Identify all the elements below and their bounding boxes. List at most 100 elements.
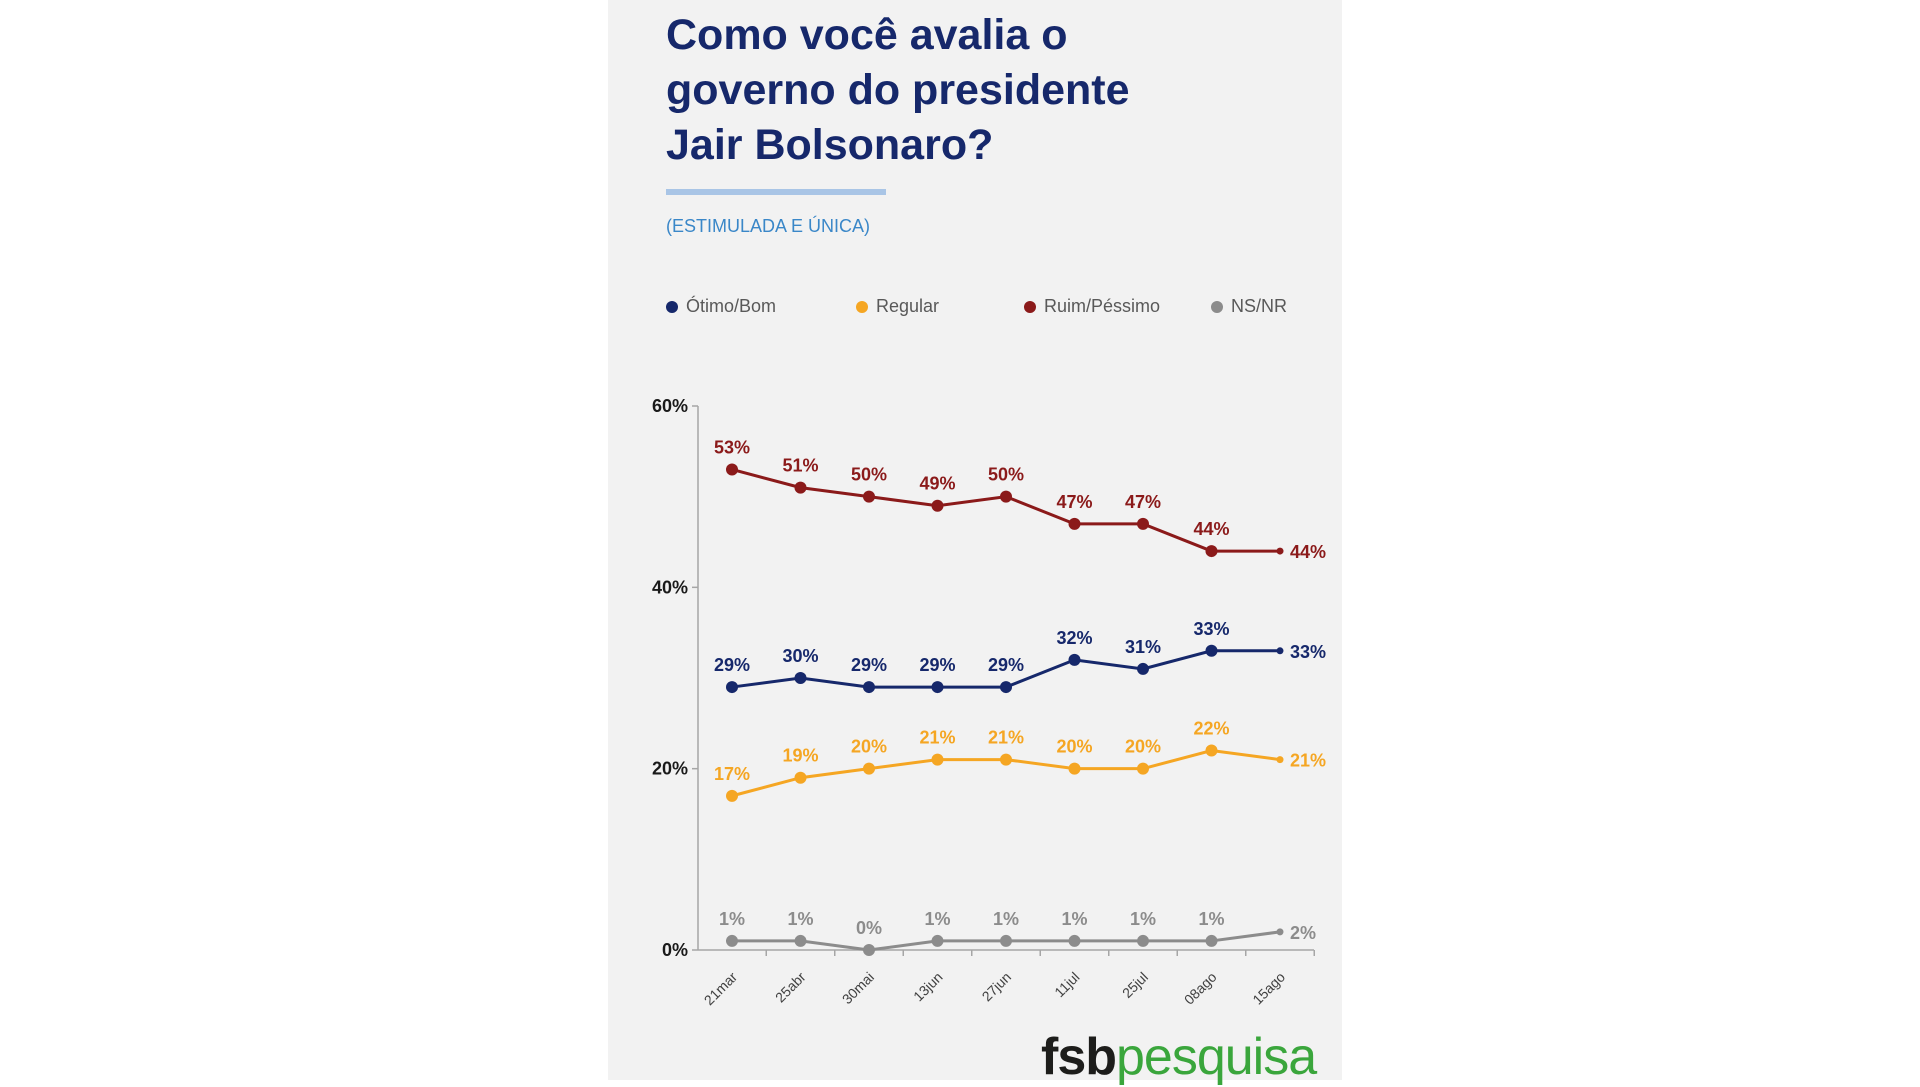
data-label: 29% — [714, 655, 750, 675]
data-label: 50% — [988, 465, 1024, 485]
data-label: 19% — [782, 746, 818, 766]
legend-item-otimo-bom: Ótimo/Bom — [666, 296, 776, 317]
data-point — [1205, 744, 1218, 757]
data-point — [1000, 753, 1012, 766]
data-point — [863, 944, 875, 956]
y-tick-label: 0% — [662, 940, 688, 960]
data-point — [1068, 934, 1081, 947]
data-point — [863, 762, 875, 775]
data-point — [931, 934, 944, 947]
data-point — [794, 771, 807, 784]
y-tick-label: 60% — [652, 396, 688, 416]
legend-label-regular: Regular — [876, 296, 940, 316]
line-chart: 0% 20% 40% 60% 21mar 25abr 30mai 13jun 27jun 11ju… — [652, 396, 1326, 1009]
data-label: 1% — [1198, 909, 1224, 929]
data-label: 47% — [1125, 492, 1161, 512]
x-tick-label: 08ago — [1181, 969, 1220, 1008]
legend-dot-regular — [856, 300, 868, 313]
y-tick-label: 20% — [652, 759, 688, 779]
data-point — [1000, 681, 1012, 694]
x-tick-label: 13jun — [910, 969, 946, 1005]
data-label: 29% — [919, 655, 955, 675]
legend-label-ns-nr: NS/NR — [1231, 296, 1288, 316]
legend-label-ruim-pessimo: Ruim/Péssimo — [1044, 296, 1161, 316]
data-label: 1% — [993, 909, 1019, 929]
data-label: 44% — [1193, 519, 1229, 539]
data-label: 21% — [1290, 751, 1326, 771]
data-label: 33% — [1193, 619, 1229, 639]
data-label: 53% — [714, 437, 750, 457]
data-point — [794, 481, 807, 494]
data-point — [726, 463, 738, 476]
data-label: 1% — [1130, 909, 1156, 929]
y-tick-label: 40% — [652, 577, 688, 597]
data-point — [863, 490, 875, 503]
x-tick-label: 25jul — [1119, 969, 1151, 1001]
data-point — [931, 499, 944, 512]
data-label: 31% — [1125, 637, 1161, 657]
x-tick-label: 11jul — [1051, 969, 1082, 1000]
data-label: 21% — [988, 728, 1024, 748]
data-point — [1137, 662, 1149, 675]
data-point — [1137, 934, 1149, 947]
data-label: 33% — [1290, 642, 1326, 662]
data-label: 44% — [1290, 542, 1326, 562]
data-label: 22% — [1193, 719, 1229, 739]
data-point — [1000, 490, 1012, 503]
data-point — [794, 934, 807, 947]
data-label: 29% — [851, 655, 887, 675]
legend-label-otimo-bom: Ótimo/Bom — [686, 296, 777, 316]
title-line-1: Como você avalia o — [666, 11, 1068, 59]
data-label: 32% — [1056, 628, 1092, 648]
legend-dot-otimo-bom — [666, 300, 678, 313]
data-label: 50% — [851, 465, 887, 485]
x-tick-label: 25abr — [772, 969, 809, 1006]
title-underline — [666, 189, 886, 195]
data-point — [863, 681, 875, 694]
chart-title: Como você avalia o governo do presidente… — [666, 8, 1286, 173]
data-label: 2% — [1290, 923, 1316, 943]
data-label: 1% — [924, 909, 950, 929]
data-label: 29% — [988, 655, 1024, 675]
data-label: 21% — [919, 728, 955, 748]
legend-dot-ruim-pessimo — [1024, 300, 1036, 313]
data-point — [726, 681, 738, 694]
data-point — [1205, 934, 1218, 947]
chart-panel: Como você avalia o governo do presidente… — [608, 0, 1342, 1086]
data-point — [726, 934, 738, 947]
data-point — [1276, 547, 1284, 555]
data-label: 20% — [1125, 737, 1161, 757]
x-tick-label: 21mar — [701, 969, 741, 1009]
chart-subtitle: (ESTIMULADA E ÚNICA) — [666, 216, 871, 236]
x-tick-label: 27jun — [979, 969, 1015, 1005]
data-label: 20% — [851, 737, 887, 757]
data-point — [1000, 934, 1012, 947]
fsb-pesquisa-logo: fsbpesquisa — [1041, 1027, 1317, 1087]
data-point — [1276, 756, 1284, 764]
data-point — [1205, 644, 1218, 657]
legend-item-ns-nr: NS/NR — [1211, 296, 1287, 317]
data-point — [1137, 762, 1149, 775]
data-label: 30% — [782, 646, 818, 666]
data-point — [1276, 928, 1284, 936]
legend-item-regular: Regular — [856, 296, 939, 317]
title-line-2: governo do presidente — [666, 66, 1130, 114]
data-label: 47% — [1056, 492, 1092, 512]
data-label: 20% — [1056, 737, 1092, 757]
logo-part-fsb: fsb — [1041, 1028, 1117, 1086]
title-line-3: Jair Bolsonaro? — [666, 121, 994, 169]
data-point — [1068, 517, 1081, 530]
data-point — [726, 789, 738, 802]
data-point — [1205, 545, 1218, 558]
data-label: 17% — [714, 764, 750, 784]
chart-legend: Ótimo/Bom Regular Ruim/Péssimo NS/NR — [666, 296, 1326, 320]
data-point — [931, 753, 944, 766]
logo-part-pesquisa: pesquisa — [1116, 1028, 1317, 1086]
data-label: 51% — [782, 456, 818, 476]
data-point — [1276, 647, 1284, 655]
data-label: 1% — [719, 909, 745, 929]
data-point — [794, 672, 807, 684]
data-point — [931, 681, 944, 694]
legend-dot-ns-nr — [1211, 300, 1223, 313]
legend-item-ruim-pessimo: Ruim/Péssimo — [1024, 296, 1160, 317]
